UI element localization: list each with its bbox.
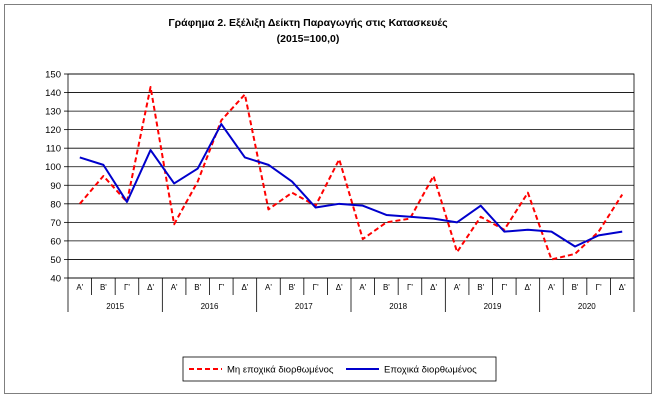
series-line-0 [79, 85, 624, 261]
chart-frame [4, 4, 652, 394]
chart-subtitle: (2015=100,0) [277, 33, 340, 45]
data-point-series-1 [432, 217, 434, 219]
y-tick-label: 110 [46, 144, 61, 155]
data-point-series-1 [527, 229, 529, 231]
data-point-series-1 [385, 214, 387, 216]
data-point-series-1 [550, 230, 552, 232]
legend: Μη εποχικά διορθωμένος Εποχικά διορθωμένο… [182, 356, 497, 382]
data-point-series-0 [432, 175, 434, 177]
y-tick-label: 90 [50, 181, 61, 192]
data-point-series-0 [527, 191, 529, 193]
y-tick-label: 100 [45, 162, 61, 173]
legend-box [182, 356, 497, 382]
x-tick-label: Α' [359, 283, 366, 292]
x-tick-label: Δ' [147, 283, 154, 292]
data-point-series-1 [267, 164, 269, 166]
data-point-series-0 [102, 175, 104, 177]
data-point-series-0 [338, 158, 340, 160]
year-label: 2015 [106, 302, 124, 311]
x-tick-label: Γ' [407, 283, 413, 292]
x-tick-label: Β' [383, 283, 390, 292]
y-tick-label: 50 [50, 255, 61, 266]
x-tick-label: Γ' [596, 283, 602, 292]
x-tick-label: Γ' [124, 283, 130, 292]
data-point-series-1 [291, 180, 293, 182]
data-point-series-1 [503, 230, 505, 232]
x-tick-label: Δ' [524, 283, 531, 292]
data-point-series-0 [220, 119, 222, 121]
y-tick-label: 130 [45, 107, 61, 118]
data-point-series-1 [621, 230, 623, 232]
data-point-series-1 [409, 216, 411, 218]
data-point-series-0 [79, 203, 81, 205]
data-point-series-1 [244, 156, 246, 158]
series-line-1 [79, 123, 623, 248]
data-point-series-1 [102, 164, 104, 166]
x-tick-label: Α' [548, 283, 555, 292]
legend-label-1: Εποχικά διορθωμένος [384, 365, 477, 376]
year-label: 2020 [578, 302, 596, 311]
data-point-series-0 [385, 221, 387, 223]
y-tick-label: 40 [50, 274, 61, 285]
data-point-series-1 [126, 201, 128, 203]
year-label: 2016 [201, 302, 219, 311]
x-tick-label: Α' [265, 283, 272, 292]
data-point-series-1 [314, 206, 316, 208]
x-tick-label: Β' [194, 283, 201, 292]
year-label: 2017 [295, 302, 313, 311]
x-tick-label: Α' [76, 283, 83, 292]
chart-title: Γράφημα 2. Εξέλιξη Δείκτη Παραγωγής στις… [168, 17, 448, 29]
x-tick-label: Δ' [430, 283, 437, 292]
x-tick-label: Δ' [619, 283, 626, 292]
data-point-series-0 [550, 258, 552, 260]
x-tick-label: Β' [100, 283, 107, 292]
data-point-series-0 [244, 93, 246, 95]
y-tick-label: 150 [45, 70, 61, 81]
legend-label-0: Μη εποχικά διορθωμένος [227, 365, 334, 376]
data-point-series-1 [149, 149, 151, 151]
x-tick-label: Δ' [241, 283, 248, 292]
data-point-series-1 [173, 182, 175, 184]
x-tick-label: Β' [289, 283, 296, 292]
data-point-series-1 [197, 167, 199, 169]
x-tick-label: Β' [477, 283, 484, 292]
data-point-series-0 [574, 253, 576, 255]
y-tick-label: 80 [50, 199, 61, 210]
year-label: 2019 [484, 302, 502, 311]
y-tick-label: 70 [50, 218, 61, 229]
x-tick-label: Γ' [501, 283, 507, 292]
data-point-series-1 [79, 156, 81, 158]
data-point-series-1 [456, 221, 458, 223]
data-point-series-0 [480, 216, 482, 218]
y-tick-label: 60 [50, 236, 61, 247]
data-point-series-0 [621, 193, 623, 195]
data-point-series-1 [574, 245, 576, 247]
data-point-series-0 [362, 238, 364, 240]
data-point-series-0 [456, 251, 458, 253]
x-tick-label: Α' [454, 283, 461, 292]
data-point-series-1 [597, 234, 599, 236]
plot-border [67, 73, 635, 279]
y-tick-label: 140 [45, 88, 61, 99]
data-point-series-1 [338, 203, 340, 205]
data-point-series-1 [480, 204, 482, 206]
data-point-series-0 [267, 208, 269, 210]
x-tick-label: Δ' [336, 283, 343, 292]
y-tick-label: 120 [45, 125, 61, 136]
data-point-series-0 [597, 230, 599, 232]
data-point-series-0 [149, 86, 151, 88]
data-point-series-1 [220, 123, 222, 125]
data-point-series-0 [173, 223, 175, 225]
data-point-series-0 [197, 180, 199, 182]
data-point-series-0 [291, 191, 293, 193]
data-point-series-1 [362, 204, 364, 206]
x-tick-label: Γ' [313, 283, 319, 292]
year-label: 2018 [389, 302, 407, 311]
x-tick-label: Α' [171, 283, 178, 292]
plot-area: 40 50 60 70 80 90 100 110 120 130 140 150 Α' Β' Γ' Δ' Α'… [45, 70, 635, 312]
x-tick-label: Γ' [218, 283, 224, 292]
x-tick-label: Β' [572, 283, 579, 292]
